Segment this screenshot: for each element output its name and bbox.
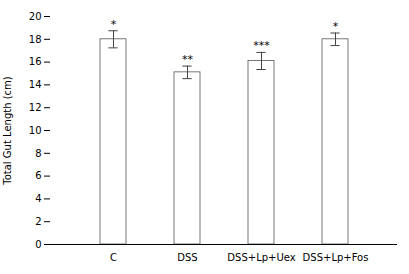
svg-text:0: 0	[35, 239, 41, 250]
svg-text:DSS: DSS	[177, 252, 197, 263]
svg-text:12: 12	[29, 102, 42, 113]
svg-text:8: 8	[35, 148, 41, 159]
svg-text:2: 2	[35, 216, 41, 227]
svg-text:6: 6	[35, 170, 41, 181]
svg-text:18: 18	[29, 34, 42, 45]
svg-text:16: 16	[29, 56, 42, 67]
svg-text:DSS+Lp+Fos: DSS+Lp+Fos	[303, 252, 369, 263]
svg-text:14: 14	[29, 79, 42, 90]
svg-text:Total Gut Length (cm): Total Gut Length (cm)	[2, 76, 13, 186]
svg-text:DSS+Lp+Uex: DSS+Lp+Uex	[227, 252, 295, 263]
svg-text:10: 10	[29, 125, 42, 136]
svg-text:20: 20	[29, 11, 42, 22]
svg-text:**: **	[182, 53, 194, 66]
svg-text:*: *	[333, 20, 339, 33]
svg-text:***: ***	[253, 39, 270, 52]
svg-text:C: C	[110, 252, 117, 263]
svg-text:4: 4	[35, 193, 41, 204]
svg-text:*: *	[111, 18, 117, 31]
